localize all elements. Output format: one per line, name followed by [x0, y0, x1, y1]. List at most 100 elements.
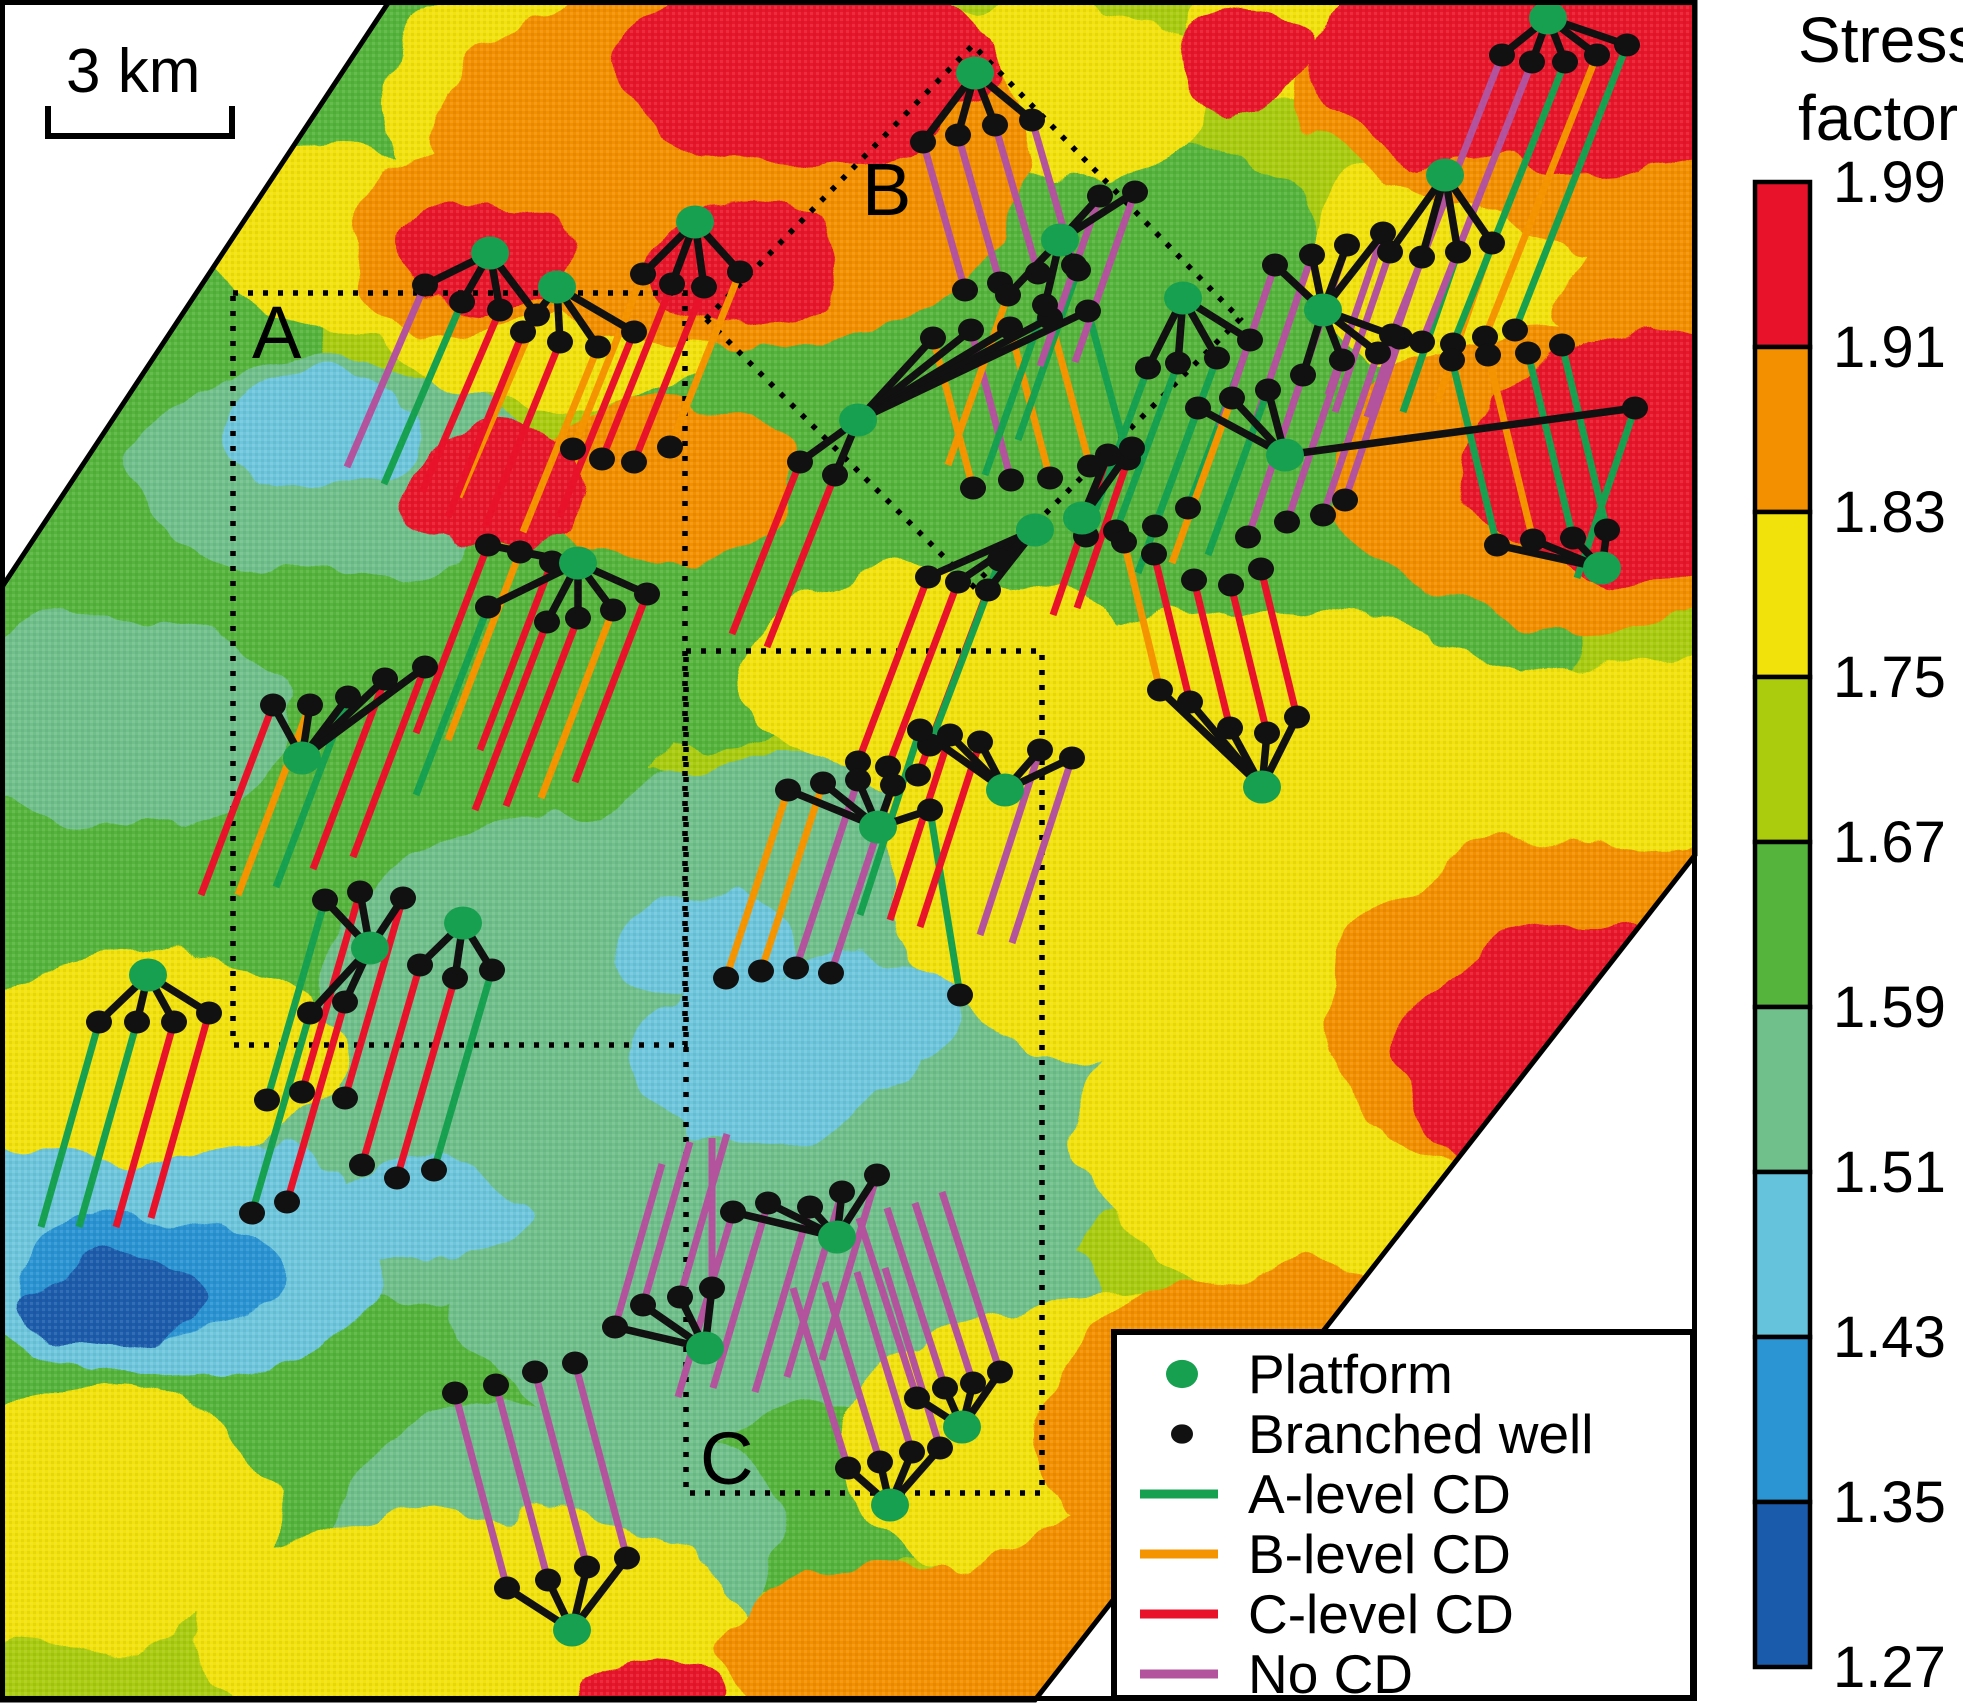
platform-dot [986, 773, 1024, 807]
branched-well-dot [1165, 351, 1191, 375]
c-level-cd-lateral [112, 1021, 178, 1228]
no-cd-lateral [639, 1141, 694, 1306]
branched-well-dot [1552, 50, 1578, 74]
platform-dot [676, 205, 714, 239]
platform-dot [471, 236, 509, 270]
legend-item-label: B-level CD [1248, 1523, 1511, 1585]
branched-well-dot [1065, 258, 1091, 282]
c-level-cd-lateral [412, 543, 492, 735]
branched-well-dot [875, 755, 901, 779]
branched-well-dot [621, 450, 647, 474]
branched-well-dot [384, 1166, 410, 1190]
branched-well-dot [539, 550, 565, 574]
no-cd-lateral [674, 1211, 737, 1398]
c-level-cd-lateral [471, 620, 551, 812]
colorbar-tick-label: 1.35 [1833, 1470, 1946, 1535]
branched-well-dot [390, 886, 416, 910]
a-level-cd-lateral [1524, 352, 1577, 539]
branched-well-dot [534, 610, 560, 634]
branched-well-dot [867, 1450, 893, 1474]
branched-well-dot [442, 1381, 468, 1405]
branched-well-dot [1075, 299, 1101, 323]
colorbar-segment [1752, 509, 1813, 680]
branched-well-dot [585, 335, 611, 359]
no-cd-lateral [821, 1280, 884, 1464]
branched-well-dot [332, 990, 358, 1014]
no-cd-lateral [1071, 190, 1139, 364]
branched-well-dot [907, 718, 933, 742]
branched-well-dot [952, 278, 978, 302]
no-cd-lateral [1008, 756, 1076, 945]
branched-well-dot [1622, 396, 1648, 420]
platform-dot [1063, 501, 1101, 535]
b-level-cd-lateral [234, 703, 314, 897]
scale-bar-bracket [45, 106, 235, 139]
branched-well-dot [1019, 108, 1045, 132]
branched-well-dot [1032, 293, 1058, 317]
branched-well-dot [479, 958, 505, 982]
branched-well-dot [524, 303, 550, 327]
branched-well-dot [274, 1190, 300, 1214]
branched-well-dot [748, 959, 774, 983]
no-cd-lateral [853, 1270, 916, 1454]
a-level-cd-lateral [1014, 268, 1082, 442]
legend-item-label: No CD [1248, 1643, 1413, 1705]
c-level-cd-lateral [418, 308, 504, 494]
platform-dot [1164, 281, 1202, 315]
branched-well-dot [1299, 243, 1325, 267]
colorbar-segment [1752, 1169, 1813, 1340]
platform-dot [871, 1488, 909, 1522]
platform-dot [129, 958, 167, 992]
branched-well-dot [1274, 510, 1300, 534]
branched-well-dot [1484, 533, 1510, 557]
c-level-cd-lateral [393, 977, 459, 1179]
branched-well-dot [783, 956, 809, 980]
c-level-cd-lateral [886, 733, 954, 922]
map-frame [0, 0, 1697, 1701]
branched-well-dot [1332, 488, 1358, 512]
platform-well-link [1157, 687, 1265, 790]
platform-dot [444, 906, 482, 940]
platform-dot [956, 56, 994, 90]
no-cd-lateral [751, 1206, 814, 1393]
branched-well-dot [1409, 330, 1435, 354]
colorbar-tick-label: 1.91 [1833, 315, 1946, 380]
platform-dot [553, 1613, 591, 1647]
no-cd-lateral [911, 1201, 977, 1385]
no-cd-lateral [1418, 60, 1536, 344]
branched-well-dot [1181, 568, 1207, 592]
well-dots [86, 1, 1648, 1647]
branched-well-dot [1122, 180, 1148, 204]
branched-well-dot [917, 798, 943, 822]
colorbar-segment [1752, 1499, 1813, 1670]
branched-well-dot [1025, 261, 1051, 285]
colorbar-tick-label: 1.27 [1833, 1635, 1946, 1700]
branched-well-dot [1584, 43, 1610, 67]
colorbar-segment [1752, 1004, 1813, 1175]
branched-well-dot [297, 693, 323, 717]
branched-well-dot [987, 1360, 1013, 1384]
branched-well-dot [1095, 443, 1121, 467]
c-level-cd-lateral [358, 964, 424, 1166]
branched-well-dot [630, 1293, 656, 1317]
branched-well-dot [1519, 50, 1545, 74]
branched-well-dot [998, 468, 1024, 492]
c-level-cd-lateral [1150, 553, 1194, 703]
branched-well-dot [347, 880, 373, 904]
branched-well-dot [1254, 721, 1280, 745]
branched-well-dot [910, 130, 936, 154]
no-cd-lateral [881, 1266, 944, 1450]
colorbar-segment [1752, 344, 1813, 515]
b-level-cd-lateral [1481, 53, 1601, 339]
branched-well-dot [407, 953, 433, 977]
branched-well-dot [1177, 690, 1203, 714]
branched-well-dot [297, 1001, 323, 1025]
branched-well-dot [1334, 233, 1360, 257]
platform-dot [818, 1220, 856, 1254]
branched-well-dot [822, 463, 848, 487]
c-level-cd-lateral [884, 580, 962, 769]
platform-dot [686, 1331, 724, 1365]
branched-well-dot [621, 320, 647, 344]
branched-well-dot [254, 1088, 280, 1112]
